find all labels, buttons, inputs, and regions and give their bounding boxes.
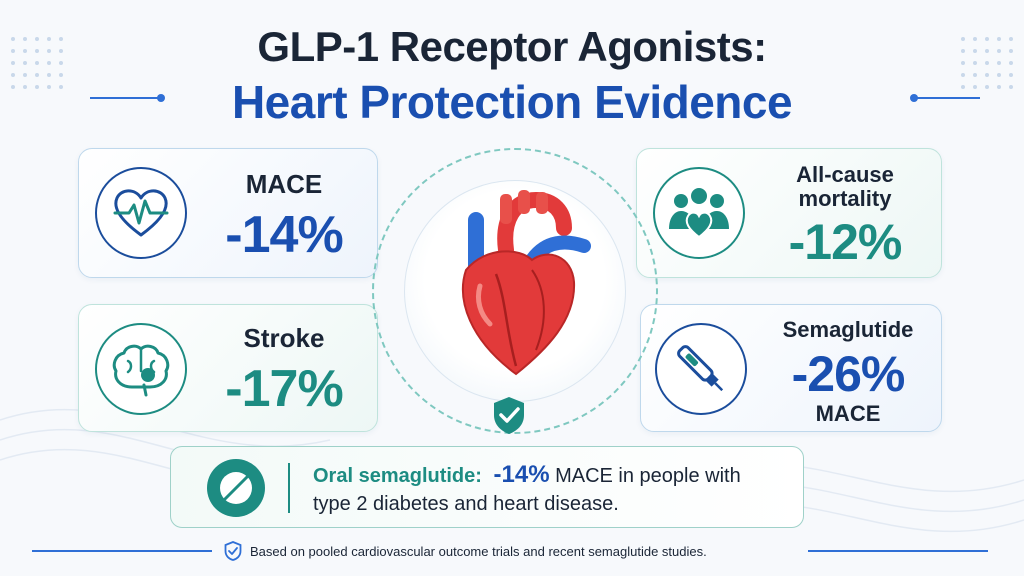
mortality-card: All-cause mortality -12% <box>636 148 942 278</box>
dot-grid-right <box>961 37 1013 89</box>
heart-icon <box>462 190 591 376</box>
banner-value: -14% <box>493 461 550 488</box>
dot-grid-left <box>11 37 63 89</box>
heartbeat-icon <box>95 167 187 259</box>
center-dashed-ring <box>372 148 658 434</box>
footer-text: Based on pooled cardiovascular outcome t… <box>250 543 707 559</box>
footer-shield-check-icon <box>224 541 242 561</box>
banner-text: Oral semaglutide: -14% MACE in people wi… <box>313 461 793 518</box>
title-line-2: Heart Protection Evidence <box>231 76 793 128</box>
oral-semaglutide-banner: Oral semaglutide: -14% MACE in people wi… <box>170 446 804 528</box>
banner-separator <box>288 463 290 513</box>
shield-check-icon <box>494 397 524 434</box>
page-title: GLP-1 Receptor Agonists: Heart Protectio… <box>0 22 1024 128</box>
title-decoration-right-dot <box>910 94 918 102</box>
semaglutide-value: -26% <box>791 346 906 402</box>
semaglutide-sublabel: MACE <box>815 401 881 426</box>
banner-text-line-1: MACE in people with <box>549 465 741 487</box>
people-heart-icon <box>653 167 745 259</box>
footer: Based on pooled cardiovascular outcome t… <box>224 541 800 561</box>
footer-line-right <box>808 550 988 552</box>
banner-label: Oral semaglutide: <box>313 465 482 487</box>
stroke-value: -17% <box>225 360 343 418</box>
mace-card: MACE -14% <box>78 148 378 278</box>
title-line-1: GLP-1 Receptor Agonists: <box>257 23 767 70</box>
stroke-label: Stroke <box>243 323 325 353</box>
mortality-label: All-cause mortality <box>757 163 933 211</box>
mortality-value: -12% <box>788 214 903 270</box>
title-decoration-left-dot <box>157 94 165 102</box>
mace-value: -14% <box>225 206 343 264</box>
injection-pen-icon <box>655 323 747 415</box>
title-decoration-right-line <box>916 97 980 99</box>
mace-label: MACE <box>245 169 323 199</box>
footer-line-left <box>32 550 212 552</box>
pill-icon <box>207 459 265 517</box>
stroke-card: Stroke -17% <box>78 304 378 432</box>
brain-icon <box>95 323 187 415</box>
mortality-label-line-1: All-cause <box>796 162 894 187</box>
semaglutide-card: Semaglutide -26% MACE <box>640 304 942 432</box>
mortality-label-line-2: mortality <box>798 186 892 211</box>
banner-text-line-2: type 2 diabetes and heart disease. <box>313 493 619 515</box>
semaglutide-label: Semaglutide <box>782 317 914 342</box>
title-decoration-left-line <box>90 97 160 99</box>
